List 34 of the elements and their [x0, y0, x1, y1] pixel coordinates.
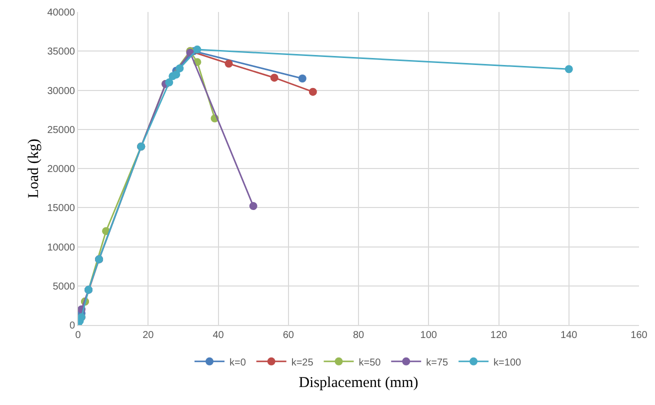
- y-tick-label: 0: [69, 320, 76, 332]
- y-tick-label: 35000: [47, 46, 76, 58]
- x-tick-label: 80: [352, 330, 364, 341]
- point: [172, 70, 180, 79]
- x-tick-label: 160: [630, 330, 648, 341]
- x-axis-title: Displacement (mm): [298, 375, 418, 391]
- x-tick-label: 100: [420, 330, 438, 341]
- point: [308, 88, 317, 96]
- point: [165, 78, 174, 86]
- y-axis-title: Load (kg): [26, 138, 42, 198]
- legend-label: k=0: [230, 357, 246, 368]
- legend-label: k=100: [494, 357, 522, 368]
- y-tick-label: 15000: [47, 203, 76, 214]
- point: [176, 64, 184, 72]
- x-tick-label: 60: [282, 330, 294, 341]
- point: [564, 65, 573, 74]
- point: [193, 46, 202, 54]
- point: [224, 60, 233, 68]
- point: [298, 74, 306, 83]
- x-tick-label: 40: [212, 330, 224, 341]
- legend-label: k=75: [426, 357, 449, 368]
- legend-label: k=25: [291, 357, 314, 368]
- y-tick-label: 20000: [47, 164, 76, 175]
- y-tick-label: 30000: [47, 86, 76, 97]
- y-tick-label: 5000: [52, 281, 76, 292]
- x-tick-label: 120: [490, 330, 508, 341]
- x-tick-label: 140: [560, 330, 578, 341]
- point: [270, 74, 278, 82]
- y-tick-label: 10000: [47, 242, 76, 254]
- y-tick-label: 40000: [47, 8, 76, 18]
- legend-label: k=50: [358, 357, 382, 368]
- y-tick-label: 25000: [47, 124, 76, 136]
- point: [249, 202, 258, 210]
- x-tick-label: 20: [142, 330, 154, 341]
